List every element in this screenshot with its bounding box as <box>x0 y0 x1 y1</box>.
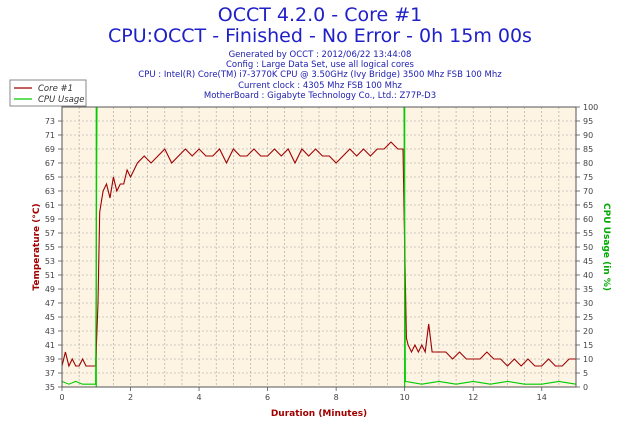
info-line-cpu: CPU : Intel(R) Core(TM) i7-3770K CPU @ 3… <box>138 70 502 81</box>
info-line-motherboard: MotherBoard : Gigabyte Technology Co., L… <box>203 90 437 101</box>
y2-tick-label-7: 35 <box>583 285 593 294</box>
legend-label-core1: Core #1 <box>38 84 73 94</box>
y2-tick-label-2: 10 <box>583 355 593 364</box>
y2-tick-label-1: 5 <box>583 369 588 378</box>
x-tick-label-5: 10 <box>400 393 410 402</box>
y-tick-label-16: 67 <box>45 159 55 168</box>
y-tick-label-14: 63 <box>45 187 55 196</box>
y2-tick-label-14: 70 <box>583 187 593 196</box>
y-tick-label-5: 45 <box>45 313 55 322</box>
y2-tick-label-10: 50 <box>583 243 593 252</box>
y-tick-label-17: 69 <box>45 145 55 154</box>
y2-tick-label-5: 25 <box>583 313 593 322</box>
y-tick-label-6: 47 <box>45 299 55 308</box>
y2-tick-label-11: 55 <box>583 229 593 238</box>
x-tick-label-0: 0 <box>59 393 64 402</box>
y2-tick-label-20: 100 <box>583 103 598 112</box>
y2-tick-label-16: 80 <box>583 159 593 168</box>
y2-axis-label: CPU Usage (in %) <box>601 203 611 291</box>
y-tick-label-9: 53 <box>45 257 55 266</box>
info-line-generated: Generated by OCCT : 2012/06/22 13:44:08 <box>228 50 412 60</box>
x-tick-label-1: 2 <box>128 393 133 402</box>
y2-axis-ticks: 0 5 10 15 20 25 30 35 40 45 50 55 60 65 70 75 80 85 90 95 10… <box>576 103 598 392</box>
y-tick-label-1: 37 <box>45 369 55 378</box>
info-line-config: Config : Large Data Set, use all logical… <box>225 60 414 71</box>
system-info: Generated by OCCT : 2012/06/22 13:44:08 … <box>0 50 640 101</box>
y-tick-label-8: 51 <box>45 271 55 280</box>
y-tick-label-4: 43 <box>45 327 55 336</box>
y-tick-label-11: 57 <box>45 229 55 238</box>
legend-box <box>9 79 87 107</box>
y-axis-ticks: 35 37 39 41 43 45 47 49 51 53 55 57 59 61 63 65 67 69 71 73 <box>45 117 62 392</box>
y-tick-label-18: 71 <box>45 131 55 140</box>
y2-tick-label-4: 20 <box>583 327 593 336</box>
y2-tick-label-3: 15 <box>583 341 593 350</box>
y-tick-label-12: 59 <box>45 215 55 224</box>
y2-tick-label-19: 95 <box>583 117 593 126</box>
x-tick-label-6: 12 <box>468 393 478 402</box>
y2-tick-label-17: 85 <box>583 145 593 154</box>
y-axis-label: Temperature (°C) <box>32 203 42 290</box>
y2-tick-label-18: 90 <box>583 131 593 140</box>
x-tick-label-7: 14 <box>537 393 547 402</box>
x-axis-label: Duration (Minutes) <box>271 409 367 419</box>
y2-tick-label-9: 45 <box>583 257 593 266</box>
info-line-clock: Current clock : 4305 Mhz FSB 100 Mhz <box>238 80 402 91</box>
x-tick-label-3: 6 <box>265 393 270 402</box>
y2-tick-label-13: 65 <box>583 201 593 210</box>
y-tick-label-13: 61 <box>45 201 55 210</box>
grid-lines <box>62 107 576 388</box>
y-tick-label-10: 55 <box>45 243 55 252</box>
y-tick-label-15: 65 <box>45 173 55 182</box>
y-tick-label-0: 35 <box>45 383 55 392</box>
y-tick-label-19: 73 <box>45 117 55 126</box>
y-tick-label-2: 39 <box>45 355 55 364</box>
legend-label-cpu-usage: CPU Usage <box>38 95 84 105</box>
series-line-core1 <box>61 141 576 368</box>
y-tick-label-3: 41 <box>45 341 55 350</box>
x-axis-ticks: 0 2 4 6 8 10 12 14 <box>59 387 547 402</box>
x-tick-label-4: 8 <box>334 393 339 402</box>
y2-tick-label-6: 30 <box>583 299 593 308</box>
x-tick-label-2: 4 <box>197 393 202 402</box>
chart-subtitle: CPU:OCCT - Finished - No Error - 0h 15m … <box>108 25 532 47</box>
y2-tick-label-15: 75 <box>583 173 593 182</box>
y2-tick-label-0: 0 <box>583 383 588 392</box>
y2-tick-label-12: 60 <box>583 215 593 224</box>
y2-tick-label-8: 40 <box>583 271 593 280</box>
chart-title: OCCT 4.2.0 - Core #1 <box>217 4 423 26</box>
legend: Core #1 CPU Usage <box>9 79 87 107</box>
y-tick-label-7: 49 <box>45 285 55 294</box>
